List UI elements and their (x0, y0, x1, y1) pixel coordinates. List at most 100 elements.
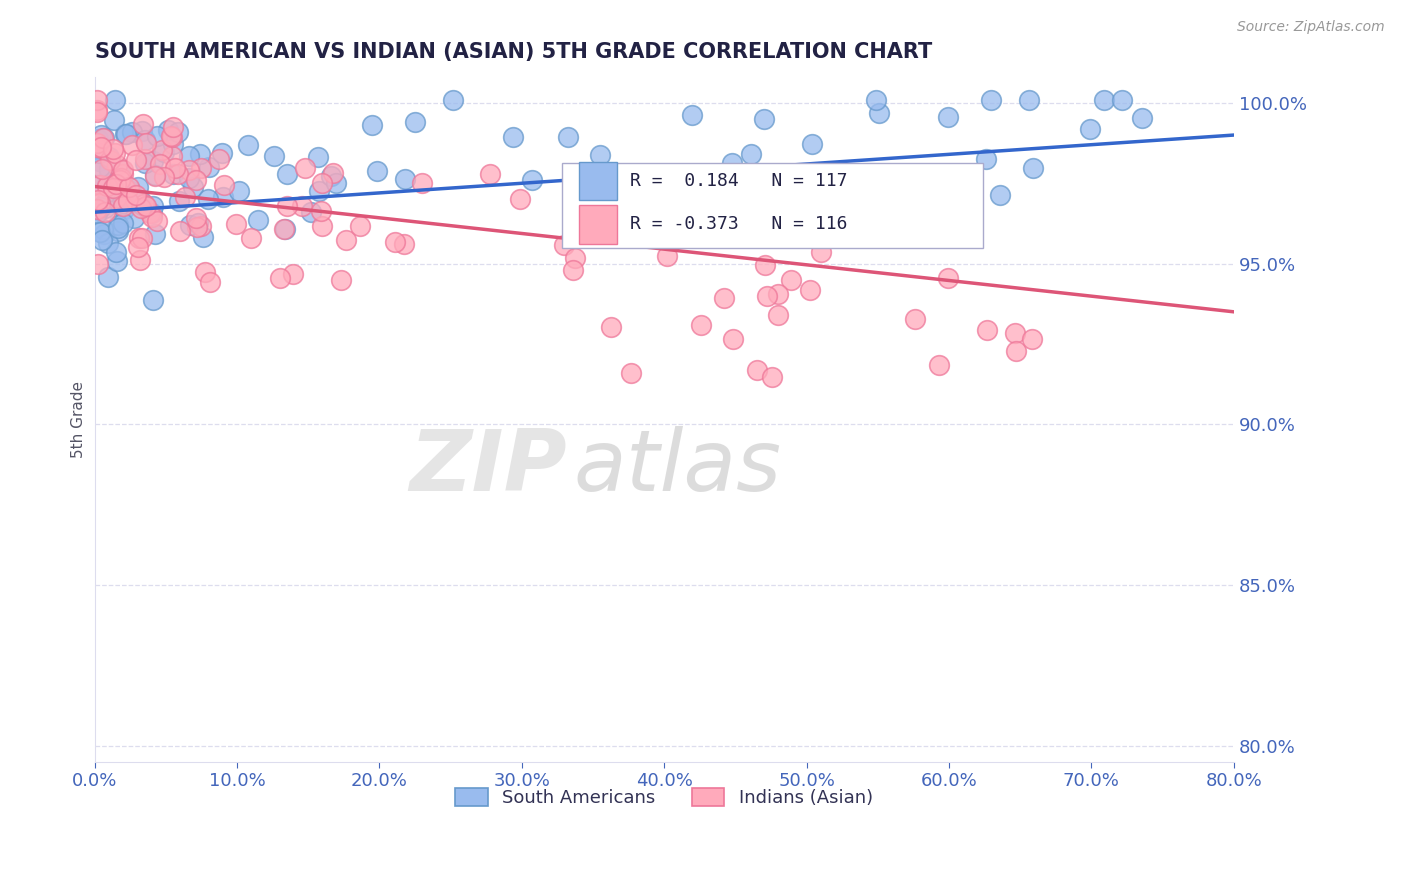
Point (186, 172, 208, 186)
Point (904, 312, 927, 326)
Point (91, 222, 114, 236)
Point (938, 270, 960, 285)
Point (322, 166, 344, 180)
Point (90, 141, 112, 155)
FancyBboxPatch shape (579, 162, 617, 201)
Point (129, 201, 152, 215)
Point (153, 145, 176, 160)
Point (579, 174, 602, 188)
Point (160, 130, 183, 145)
Point (273, 221, 295, 235)
Point (97, 150, 120, 164)
Point (86, 178, 108, 193)
Point (143, 168, 166, 182)
Point (96, 176, 118, 190)
Point (868, 106, 890, 120)
Text: SOUTH AMERICAN VS INDIAN (ASIAN) 5TH GRADE CORRELATION CHART: SOUTH AMERICAN VS INDIAN (ASIAN) 5TH GRA… (94, 42, 932, 62)
Point (162, 120, 184, 134)
Point (665, 188, 688, 202)
Point (134, 155, 156, 169)
Point (96, 269, 118, 284)
Point (246, 212, 269, 227)
Text: R = -0.373   N = 116: R = -0.373 N = 116 (630, 215, 848, 234)
Point (207, 152, 229, 166)
Text: ZIP: ZIP (409, 425, 568, 509)
Point (190, 161, 212, 176)
Point (107, 184, 129, 198)
Point (162, 167, 184, 181)
Point (87, 153, 110, 168)
Point (713, 291, 735, 305)
Point (93, 227, 115, 241)
Point (162, 137, 184, 152)
Point (200, 276, 222, 290)
Point (329, 273, 352, 287)
Point (361, 118, 384, 132)
Point (105, 254, 128, 268)
Point (101, 142, 124, 156)
Point (111, 215, 134, 229)
Point (105, 158, 128, 172)
Point (754, 112, 776, 126)
Point (163, 161, 186, 175)
Point (928, 358, 950, 372)
Point (104, 177, 127, 191)
Point (104, 244, 127, 259)
Point (384, 235, 406, 249)
Point (174, 190, 197, 204)
Point (936, 111, 959, 125)
Point (114, 127, 136, 141)
Point (143, 169, 166, 184)
FancyBboxPatch shape (579, 205, 617, 244)
Point (89, 226, 111, 240)
Point (211, 145, 233, 160)
Point (745, 363, 768, 377)
Point (120, 185, 142, 199)
Point (197, 193, 219, 207)
Point (689, 318, 711, 333)
Point (96, 178, 118, 193)
Legend: South Americans, Indians (Asian): South Americans, Indians (Asian) (449, 780, 880, 814)
Point (179, 218, 201, 232)
Point (1004, 326, 1026, 341)
Point (131, 124, 153, 138)
Point (181, 179, 204, 194)
Point (146, 214, 169, 228)
Point (121, 138, 143, 153)
Point (766, 308, 789, 322)
Point (976, 323, 998, 337)
Point (988, 188, 1011, 202)
Point (89, 201, 111, 215)
Point (299, 205, 322, 219)
Point (394, 172, 416, 186)
Point (865, 93, 887, 107)
Point (761, 370, 783, 384)
Point (141, 210, 163, 224)
Point (160, 129, 183, 144)
Point (98, 153, 121, 168)
Point (1018, 93, 1040, 107)
Point (105, 190, 128, 204)
Point (134, 133, 156, 147)
Point (1022, 161, 1045, 176)
Point (167, 194, 190, 208)
Point (104, 93, 127, 107)
Text: atlas: atlas (574, 425, 782, 509)
Point (681, 108, 703, 122)
Point (800, 137, 823, 152)
Point (799, 283, 821, 297)
Point (91, 233, 114, 247)
Point (766, 184, 789, 198)
Point (128, 231, 150, 245)
Point (190, 219, 212, 234)
Point (274, 222, 297, 236)
Point (869, 169, 891, 184)
Point (366, 164, 388, 178)
Point (87, 132, 110, 146)
Point (110, 170, 132, 185)
Point (93, 131, 115, 145)
Point (86, 103, 108, 117)
Point (142, 293, 165, 308)
Text: Source: ZipAtlas.com: Source: ZipAtlas.com (1237, 20, 1385, 34)
Point (980, 93, 1002, 107)
